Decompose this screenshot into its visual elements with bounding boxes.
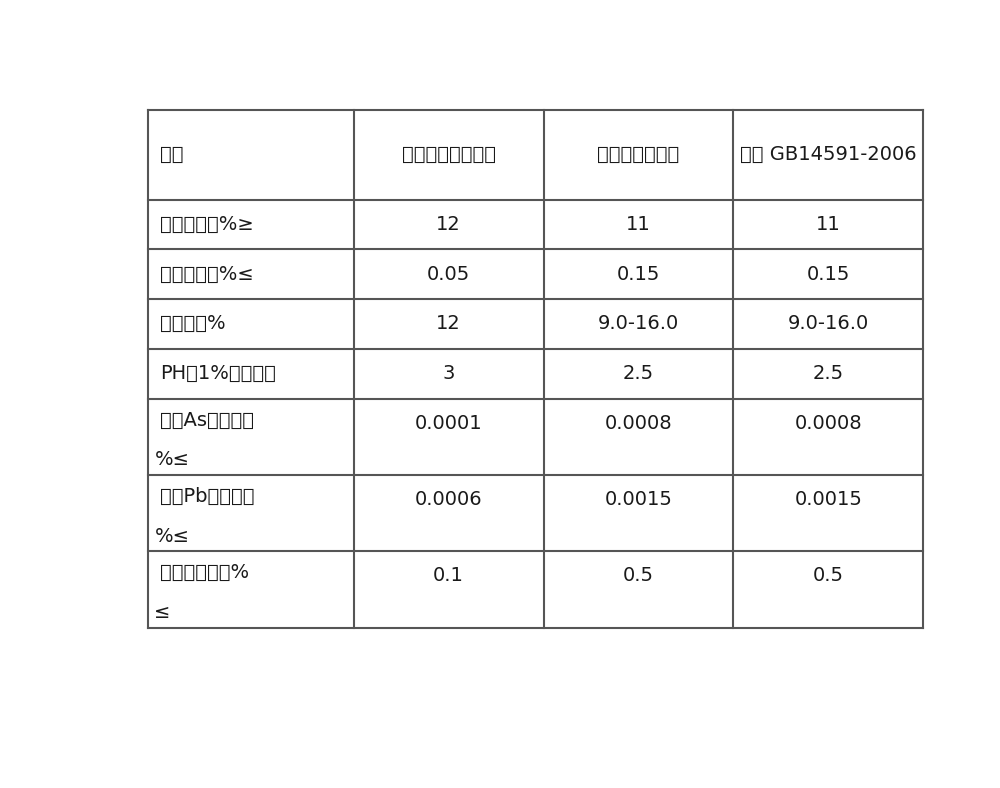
Text: 0.5: 0.5: [813, 567, 844, 585]
Text: %≤: %≤: [154, 450, 189, 469]
Text: 9.0-16.0: 9.0-16.0: [598, 314, 679, 333]
Text: 0.5: 0.5: [623, 567, 654, 585]
Text: 11: 11: [626, 215, 651, 234]
Text: 0.15: 0.15: [807, 265, 850, 284]
Text: 普通聚合硫酸铁: 普通聚合硫酸铁: [597, 145, 680, 164]
Text: 9.0-16.0: 9.0-16.0: [788, 314, 869, 333]
Text: 0.0001: 0.0001: [415, 414, 482, 433]
Text: 本发明聚合硫酸铁: 本发明聚合硫酸铁: [402, 145, 496, 164]
Text: 0.05: 0.05: [427, 265, 470, 284]
Text: ≤: ≤: [154, 603, 171, 622]
Text: 亚铁含量，%≤: 亚铁含量，%≤: [160, 265, 254, 284]
Text: 0.0008: 0.0008: [605, 414, 672, 433]
Text: %≤: %≤: [154, 526, 189, 545]
Text: 不溶物含量，%: 不溶物含量，%: [160, 563, 249, 582]
Text: PH（1%水溶液）: PH（1%水溶液）: [160, 364, 276, 383]
Text: 2.5: 2.5: [623, 364, 654, 383]
Text: 2.5: 2.5: [813, 364, 844, 383]
Text: 指标: 指标: [160, 145, 183, 164]
Text: 标准 GB14591-2006: 标准 GB14591-2006: [740, 145, 917, 164]
Text: 0.0015: 0.0015: [794, 490, 862, 509]
Text: 砷（As）含量，: 砷（As）含量，: [160, 411, 254, 429]
Text: 全铁含量，%≥: 全铁含量，%≥: [160, 215, 254, 234]
Text: 0.0015: 0.0015: [605, 490, 672, 509]
Text: 0.15: 0.15: [617, 265, 660, 284]
Text: 0.0006: 0.0006: [415, 490, 482, 509]
Text: 11: 11: [816, 215, 841, 234]
Text: 0.0008: 0.0008: [794, 414, 862, 433]
Text: 12: 12: [436, 314, 461, 333]
Text: 铅（Pb）含量，: 铅（Pb）含量，: [160, 487, 254, 506]
Text: 盐基度，%: 盐基度，%: [160, 314, 226, 333]
Text: 3: 3: [442, 364, 455, 383]
Text: 0.1: 0.1: [433, 567, 464, 585]
Text: 12: 12: [436, 215, 461, 234]
